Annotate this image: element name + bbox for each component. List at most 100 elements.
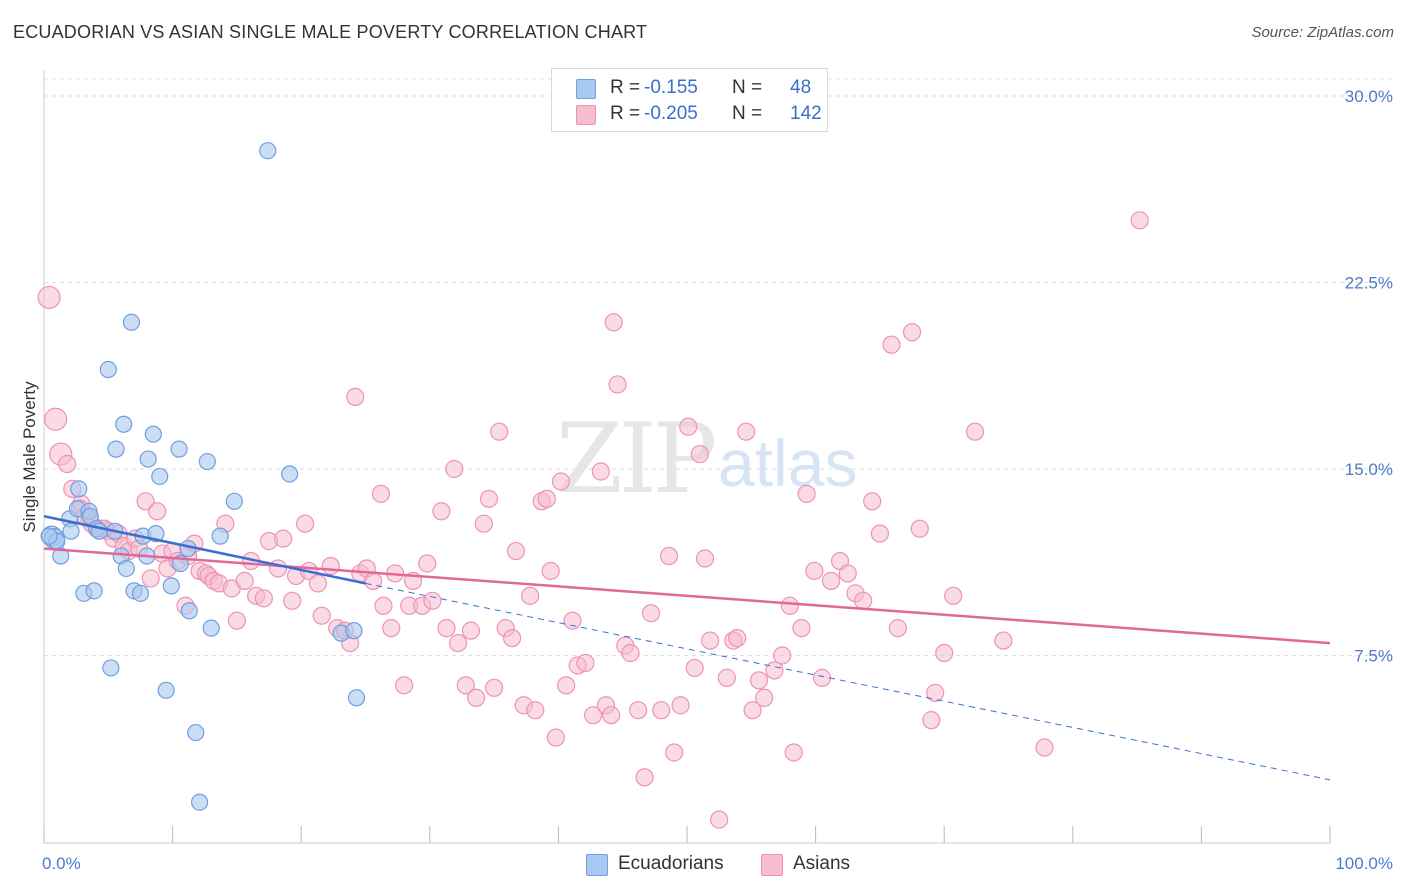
asian-point <box>445 459 464 479</box>
asian-point <box>503 628 522 648</box>
asian-point <box>490 422 509 441</box>
asian-point <box>546 728 565 747</box>
asian-point <box>432 502 451 521</box>
ecuadorian-point <box>347 689 366 707</box>
ecuadorian-point <box>345 622 363 640</box>
asian-point <box>148 502 167 521</box>
asian-point <box>479 489 499 508</box>
asian-point <box>671 696 690 715</box>
asian-point <box>882 335 901 354</box>
asian-point <box>910 519 929 538</box>
x-tick-label: 0.0% <box>42 854 81 873</box>
trendlines <box>43 515 1331 781</box>
ecuadorian-point <box>40 527 58 545</box>
asian-point <box>944 586 963 605</box>
legend-item-ecuadorians[interactable]: Ecuadorians <box>586 852 746 876</box>
ecuadorian-legend-swatch <box>586 854 608 876</box>
ecuadorian-point <box>139 450 157 468</box>
asian-point <box>283 591 302 610</box>
ecuadorian-points <box>40 142 366 811</box>
ecuadorian-point <box>117 559 135 578</box>
axes <box>43 70 1331 844</box>
asian-point <box>584 706 603 725</box>
asian-point <box>755 688 774 707</box>
ecuadorian-point <box>180 602 198 620</box>
asian-point <box>1035 738 1054 757</box>
asian-point <box>902 323 922 342</box>
asian-point <box>526 701 545 720</box>
asian-point <box>797 484 816 503</box>
asian-point <box>58 454 77 474</box>
n-label: N = <box>732 103 763 124</box>
n-value: 48 <box>790 77 812 98</box>
asian-point <box>141 569 160 588</box>
asian-point <box>659 546 679 566</box>
legend-label-ecuadorians: Ecuadorians <box>618 853 724 874</box>
asian-point <box>737 422 756 441</box>
asian-point <box>604 313 623 332</box>
ecuadorian-point <box>187 723 205 742</box>
legend-item-asians[interactable]: Asians <box>761 852 871 876</box>
ecuadorian-trendline <box>43 515 366 585</box>
ecuadorian-swatch <box>576 79 596 99</box>
asian-point <box>364 571 383 591</box>
ecuadorian-point <box>107 440 125 458</box>
asian-point <box>374 596 393 615</box>
asian-point <box>695 549 715 568</box>
asian-point <box>321 556 340 576</box>
asian-point <box>541 561 560 581</box>
y-tick-label: 15.0% <box>1345 460 1393 479</box>
asian-point <box>521 586 540 605</box>
asian-point <box>641 604 661 623</box>
asian-point <box>506 541 526 561</box>
asian-point <box>701 631 720 650</box>
asian-point <box>863 492 882 511</box>
asian-point <box>371 484 391 503</box>
asian-point <box>268 559 288 578</box>
ecuadorian-point <box>170 440 188 458</box>
asian-point <box>765 661 784 680</box>
ecuadorian-point <box>144 425 162 443</box>
r-value: -0.155 <box>644 77 698 98</box>
asian-point <box>717 668 736 687</box>
asian-point <box>474 514 493 533</box>
asian-point <box>1130 211 1149 230</box>
asian-point <box>382 619 401 638</box>
ecuadorian-point <box>62 522 80 540</box>
asian-point <box>312 606 331 625</box>
asian-point <box>728 628 747 648</box>
asian-point <box>935 643 954 663</box>
asian-point <box>551 472 571 491</box>
asian-point <box>576 653 595 673</box>
y-axis-label: Single Male Poverty <box>20 381 39 533</box>
asian-point <box>308 574 328 593</box>
asian-point <box>926 683 945 702</box>
asian-point <box>743 701 762 720</box>
asian-point <box>608 375 627 394</box>
y-tick-label: 7.5% <box>1354 647 1393 666</box>
asian-point <box>838 564 857 583</box>
n-value: 142 <box>790 103 822 124</box>
x-tick-label: 100.0% <box>1335 854 1393 873</box>
y-tick-label: 22.5% <box>1345 274 1393 293</box>
asian-point <box>665 743 684 762</box>
asian-point <box>346 387 365 406</box>
ecuadorian-point <box>85 582 103 600</box>
ecuadorian-point <box>162 577 180 595</box>
asian-point <box>888 619 908 638</box>
ecuadorian-point <box>225 492 243 510</box>
asian-point <box>295 514 315 533</box>
asian-point <box>690 444 709 464</box>
stats-legend: R = -0.155 N = 48 R = -0.205 N = 142 <box>551 68 828 132</box>
asian-point <box>685 658 704 678</box>
asian-point <box>537 489 556 508</box>
asian-point <box>437 619 456 638</box>
asian-point <box>394 676 414 695</box>
asian-point <box>784 743 803 762</box>
asian-point <box>780 596 799 615</box>
asian-point <box>749 671 769 690</box>
r-value: -0.205 <box>644 103 698 124</box>
ecuadorian-point <box>115 415 133 433</box>
asian-point <box>461 621 481 640</box>
